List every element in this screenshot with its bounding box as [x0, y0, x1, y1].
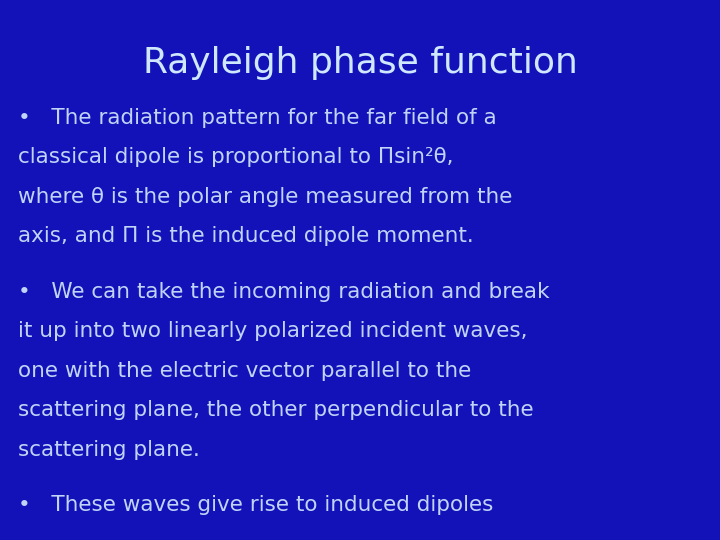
Text: classical dipole is proportional to Πsin²θ,: classical dipole is proportional to Πsin… — [18, 147, 454, 167]
Text: •   We can take the incoming radiation and break: • We can take the incoming radiation and… — [18, 282, 549, 302]
Text: •   The radiation pattern for the far field of a: • The radiation pattern for the far fiel… — [18, 108, 497, 128]
Text: •   These waves give rise to induced dipoles: • These waves give rise to induced dipol… — [18, 495, 493, 515]
Text: Rayleigh phase function: Rayleigh phase function — [143, 46, 577, 80]
Text: one with the electric vector parallel to the: one with the electric vector parallel to… — [18, 361, 472, 381]
Text: where θ is the polar angle measured from the: where θ is the polar angle measured from… — [18, 187, 513, 207]
Text: axis, and Π is the induced dipole moment.: axis, and Π is the induced dipole moment… — [18, 226, 474, 246]
Text: scattering plane, the other perpendicular to the: scattering plane, the other perpendicula… — [18, 400, 534, 420]
Text: it up into two linearly polarized incident waves,: it up into two linearly polarized incide… — [18, 321, 528, 341]
Text: scattering plane.: scattering plane. — [18, 440, 200, 460]
